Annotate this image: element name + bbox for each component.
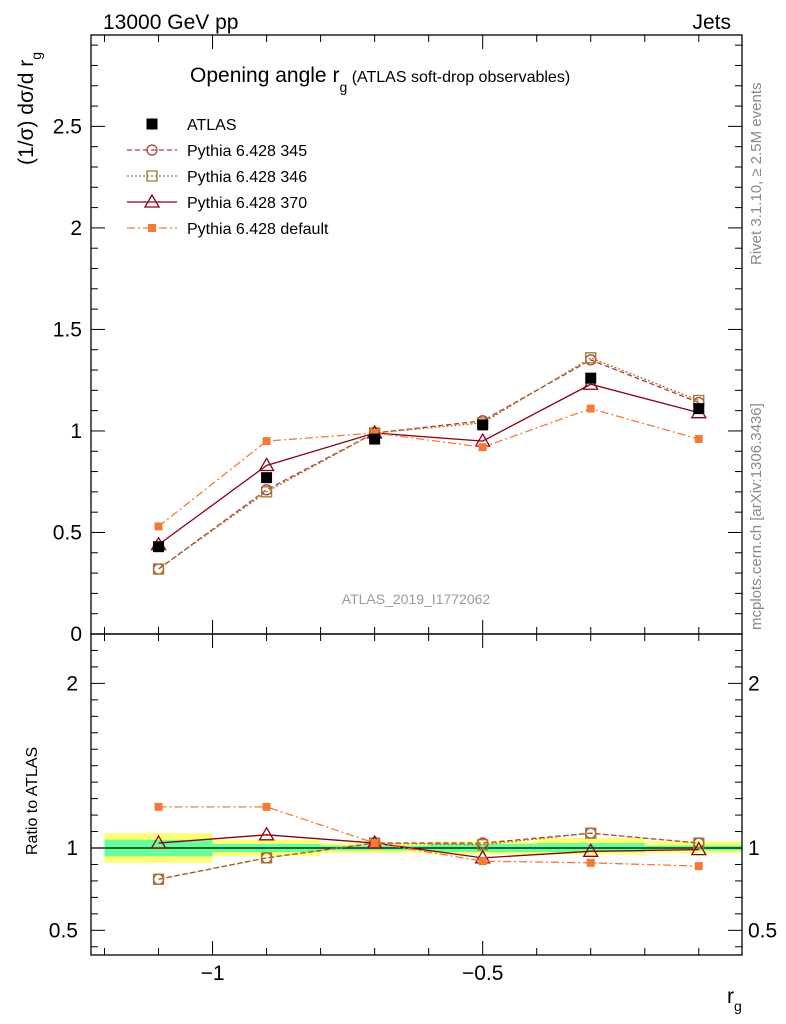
main-line-pythia-6-428-default <box>158 407 699 527</box>
legend-entry-pythia-6-428-370: Pythia 6.428 370 <box>127 193 307 212</box>
main-point-pythia-6-428-default <box>694 435 703 444</box>
main-y-tick-label: 1.5 <box>53 318 82 341</box>
legend-marker <box>146 170 158 182</box>
ratio-point-pythia-6-428-default <box>694 862 703 871</box>
main-point-pythia-6-428-default <box>154 522 163 531</box>
main-y-tick-label: 2.5 <box>53 115 82 138</box>
ratio-series-pythia-6-428-default <box>154 802 703 871</box>
plot-title: Opening angle rg (ATLAS soft-drop observ… <box>190 64 570 95</box>
ratio-point-pythia-6-428-370 <box>582 843 599 857</box>
legend-label: ATLAS <box>187 117 237 134</box>
main-point-pythia-6-428-default <box>478 443 487 452</box>
ratio-y-tick-label-left: 1 <box>66 837 78 860</box>
ratio-point-pythia-6-428-346 <box>260 852 273 864</box>
ratio-point-pythia-6-428-346 <box>152 873 165 885</box>
plot-title-rest: (ATLAS soft-drop observables) <box>347 69 570 86</box>
x-axis-label-text: r <box>727 985 734 1008</box>
ratio-y-tick-label-right: 2 <box>748 672 760 695</box>
x-tick-label: −1 <box>201 962 225 985</box>
legend-label: Pythia 6.428 345 <box>187 143 307 160</box>
main-y-label: (1/σ) dσ/d rg <box>15 52 44 165</box>
ratio-line-pythia-6-428-346 <box>158 832 699 880</box>
main-y-label-sub: g <box>28 52 44 60</box>
main-series-pythia-6-428-default <box>154 404 703 531</box>
header-right: Jets <box>692 11 731 34</box>
ratio-y-label: Ratio to ATLAS <box>24 747 41 855</box>
ratio-y-tick-label-left: 0.5 <box>49 919 78 942</box>
ratio-y-tick-label-right: 1 <box>748 837 760 860</box>
x-tick-labels: −1 −0.5 <box>201 962 504 985</box>
legend-entry-pythia-6-428-346: Pythia 6.428 346 <box>127 169 307 186</box>
legend-label: Pythia 6.428 346 <box>187 169 307 186</box>
legend-entry-pythia-6-428-345: Pythia 6.428 345 <box>127 143 307 160</box>
main-point-atlas <box>693 403 705 415</box>
main-point-atlas <box>369 433 381 445</box>
ratio-line-pythia-6-428-default <box>158 806 699 867</box>
main-point-pythia-6-428-default <box>262 437 271 446</box>
main-data <box>150 352 707 575</box>
main-series-pythia-6-428-346 <box>152 352 705 575</box>
ratio-point-pythia-6-428-default <box>154 802 163 811</box>
main-point-pythia-6-428-346 <box>152 563 165 575</box>
main-line-pythia-6-428-370 <box>158 383 699 546</box>
main-series-pythia-6-428-370 <box>150 375 707 551</box>
header-left: 13000 GeV pp <box>103 11 238 34</box>
legend-label: Pythia 6.428 370 <box>187 195 307 212</box>
legend: ATLAS Pythia 6.428 345 Pythia 6.428 346 Pyt… <box>127 117 329 238</box>
ratio-point-pythia-6-428-370 <box>150 834 167 849</box>
main-line-pythia-6-428-346 <box>158 357 700 570</box>
main-series-atlas <box>153 372 705 553</box>
ratio-point-pythia-6-428-default <box>262 802 271 811</box>
main-point-atlas <box>153 541 165 553</box>
x-axis-label: rg <box>727 985 742 1014</box>
main-y-tick-label: 2 <box>70 217 82 240</box>
main-point-pythia-6-428-370 <box>258 457 275 472</box>
main-point-atlas <box>585 372 597 384</box>
main-y-tick-label: 0.5 <box>53 521 82 544</box>
ratio-point-pythia-6-428-346 <box>585 827 597 839</box>
ratio-point-pythia-6-428-346 <box>693 837 705 849</box>
rivet-label: Rivet 3.1.10, ≥ 2.5M events <box>748 83 765 266</box>
ratio-y-tick-label-right: 0.5 <box>748 919 777 942</box>
legend-entry-atlas: ATLAS <box>146 117 237 134</box>
ratio-y-tick-label-left: 2 <box>66 672 78 695</box>
main-point-pythia-6-428-default <box>370 428 379 437</box>
main-point-atlas <box>261 472 273 484</box>
ratio-point-pythia-6-428-370 <box>690 841 707 856</box>
legend-marker <box>146 144 158 156</box>
legend-marker <box>143 193 161 208</box>
ratio-point-pythia-6-428-345 <box>152 873 165 885</box>
main-y-tick-label: 0 <box>70 623 82 646</box>
plot-title-sub: g <box>339 79 347 95</box>
ratio-point-pythia-6-428-default <box>370 839 379 848</box>
main-line-pythia-6-428-345 <box>158 359 700 570</box>
main-point-atlas <box>477 419 489 431</box>
ratio-plot: 0.5 0.5 1 1 2 2 <box>49 633 777 956</box>
ratio-plot-frame <box>90 633 743 956</box>
legend-marker <box>146 118 158 130</box>
main-point-pythia-6-428-default <box>586 404 595 413</box>
ratio-line-pythia-6-428-345 <box>158 832 699 880</box>
ratio-point-pythia-6-428-default <box>478 857 487 866</box>
analysis-watermark: ATLAS_2019_I1772062 <box>342 591 491 607</box>
main-point-pythia-6-428-345 <box>152 563 165 575</box>
ratio-point-pythia-6-428-default <box>586 858 595 867</box>
legend-entry-pythia-6-428-default: Pythia 6.428 default <box>127 221 329 238</box>
plot-title-main: Opening angle r <box>190 64 339 87</box>
x-axis-label-sub: g <box>734 998 742 1014</box>
mcplots-label: mcplots.cern.ch [arXiv:1306.3436] <box>748 403 765 630</box>
legend-label: Pythia 6.428 default <box>187 221 329 238</box>
main-y-tick-label: 1 <box>70 420 82 443</box>
x-tick-label: −0.5 <box>462 962 503 985</box>
main-point-pythia-6-428-346 <box>260 486 273 498</box>
main-point-pythia-6-428-346 <box>585 352 597 364</box>
ratio-line-pythia-6-428-370 <box>158 834 699 859</box>
ratio-point-pythia-6-428-370 <box>258 826 275 841</box>
main-y-label-text: (1/σ) dσ/d r <box>15 60 38 165</box>
ratio-data <box>150 802 707 885</box>
ratio-ticks: 0.5 0.5 1 1 2 2 <box>49 633 777 955</box>
main-ticks: 0 0.5 1 1.5 2 2.5 <box>53 35 742 646</box>
legend-marker <box>148 224 156 232</box>
